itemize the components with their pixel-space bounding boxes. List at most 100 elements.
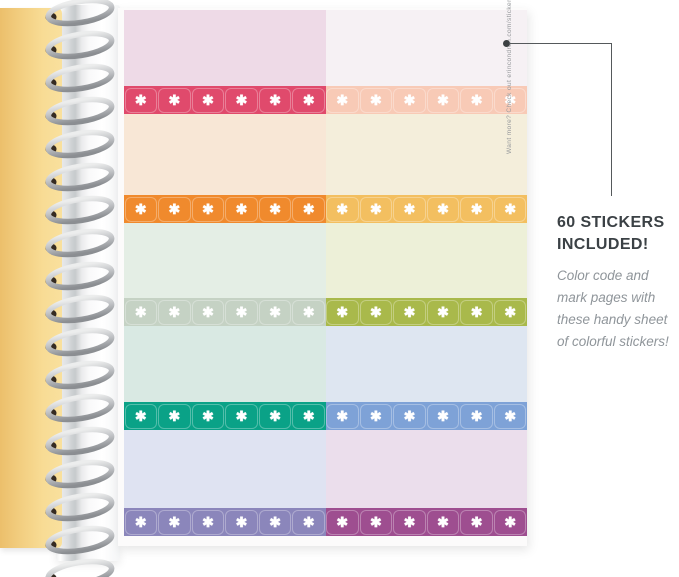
asterisk-icon: ✱	[235, 92, 248, 108]
sticker-tab: ✱	[426, 196, 460, 222]
sticker-tab: ✱	[292, 87, 325, 113]
asterisk-icon: ✱	[235, 514, 248, 530]
asterisk-icon: ✱	[202, 514, 214, 530]
sticker-tab: ✱	[426, 87, 460, 113]
asterisk-icon: ✱	[202, 201, 214, 217]
sticker-tab: ✱	[326, 87, 359, 113]
callout-leader-line-vertical	[610, 42, 612, 196]
sticker-tab: ✱	[292, 403, 325, 429]
asterisk-icon: ✱	[202, 92, 214, 108]
sticker-tab: ✱	[191, 299, 225, 325]
sticker-tab: ✱	[225, 196, 258, 222]
sticker-tab: ✱	[191, 196, 225, 222]
asterisk-icon: ✱	[235, 304, 248, 320]
asterisk-icon: ✱	[470, 514, 483, 530]
sticker-tab: ✱	[326, 299, 359, 325]
sticker-tab: ✱	[158, 299, 191, 325]
callout-heading: 60 STICKERS INCLUDED!	[557, 214, 665, 253]
asterisk-icon: ✱	[504, 201, 517, 217]
sticker-tab: ✱	[124, 196, 158, 222]
asterisk-icon: ✱	[269, 408, 281, 424]
sticker-strip: ✱ ✱ ✱ ✱ ✱ ✱	[325, 86, 527, 114]
sticker-strip: ✱ ✱ ✱ ✱ ✱ ✱	[124, 195, 326, 223]
asterisk-icon: ✱	[302, 201, 315, 217]
asterisk-icon: ✱	[269, 201, 281, 217]
callout-text-block: 60 STICKERS INCLUDED! Color code and mar…	[557, 212, 679, 353]
asterisk-icon: ✱	[370, 514, 382, 530]
asterisk-icon: ✱	[470, 408, 483, 424]
asterisk-icon: ✱	[336, 408, 349, 424]
sticker-tab: ✱	[326, 196, 359, 222]
sticker-sheet-page: ✱ ✱ ✱ ✱ ✱ ✱ ✱ ✱ ✱ ✱ ✱ ✱ ✱ ✱ ✱ ✱ ✱ ✱ ✱ ✱ ✱ ✱ ✱ ✱ ✱ ✱ ✱ ✱ ✱ ✱ ✱ ✱ ✱ ✱ ✱ ✱ ✱ ✱ ✱ ✱…	[118, 8, 527, 546]
asterisk-icon: ✱	[370, 304, 382, 320]
asterisk-icon: ✱	[302, 514, 315, 530]
sticker-tab: ✱	[393, 403, 426, 429]
sticker-row-orange: ✱ ✱ ✱ ✱ ✱ ✱ ✱ ✱ ✱ ✱ ✱ ✱	[124, 114, 527, 223]
asterisk-icon: ✱	[168, 408, 181, 424]
asterisk-icon: ✱	[134, 514, 147, 530]
asterisk-icon: ✱	[168, 514, 181, 530]
asterisk-icon: ✱	[302, 408, 315, 424]
sticker-strip: ✱ ✱ ✱ ✱ ✱ ✱	[325, 195, 527, 223]
sticker-tab: ✱	[493, 196, 527, 222]
asterisk-icon: ✱	[269, 304, 281, 320]
asterisk-icon: ✱	[336, 514, 349, 530]
sticker-tab: ✱	[124, 299, 158, 325]
sticker-tab: ✱	[225, 299, 258, 325]
asterisk-icon: ✱	[235, 201, 248, 217]
sticker-tab: ✱	[258, 87, 292, 113]
sticker-strip: ✱ ✱ ✱ ✱ ✱ ✱	[325, 402, 527, 430]
sticker-tab: ✱	[258, 196, 292, 222]
asterisk-icon: ✱	[302, 92, 315, 108]
sticker-tab: ✱	[292, 509, 325, 535]
sticker-tab: ✱	[460, 196, 493, 222]
spiral-binding-coils	[45, 0, 115, 577]
pastel-area	[124, 326, 326, 402]
sticker-row-teal-blue: ✱ ✱ ✱ ✱ ✱ ✱ ✱ ✱ ✱ ✱ ✱ ✱	[124, 326, 527, 430]
sticker-tab: ✱	[460, 403, 493, 429]
asterisk-icon: ✱	[437, 92, 449, 108]
sticker-tab: ✱	[191, 509, 225, 535]
asterisk-icon: ✱	[336, 201, 349, 217]
asterisk-icon: ✱	[403, 514, 416, 530]
sticker-tab: ✱	[292, 196, 325, 222]
asterisk-icon: ✱	[504, 92, 517, 108]
sticker-tab: ✱	[158, 87, 191, 113]
sticker-tab: ✱	[426, 299, 460, 325]
sticker-tab: ✱	[258, 509, 292, 535]
asterisk-icon: ✱	[504, 304, 517, 320]
sticker-tab: ✱	[493, 299, 527, 325]
asterisk-icon: ✱	[269, 92, 281, 108]
asterisk-icon: ✱	[269, 514, 281, 530]
sticker-rows: ✱ ✱ ✱ ✱ ✱ ✱ ✱ ✱ ✱ ✱ ✱ ✱ ✱ ✱ ✱ ✱ ✱ ✱ ✱ ✱ ✱ ✱ ✱ ✱ ✱ ✱ ✱ ✱ ✱ ✱ ✱ ✱ ✱ ✱ ✱ ✱ ✱ ✱ ✱ ✱…	[124, 10, 527, 536]
asterisk-icon: ✱	[302, 304, 315, 320]
asterisk-icon: ✱	[470, 201, 483, 217]
sticker-tab: ✱	[158, 403, 191, 429]
asterisk-icon: ✱	[134, 408, 147, 424]
asterisk-icon: ✱	[336, 304, 349, 320]
sticker-tab: ✱	[158, 196, 191, 222]
asterisk-icon: ✱	[235, 408, 248, 424]
sticker-tab: ✱	[191, 403, 225, 429]
asterisk-icon: ✱	[504, 408, 517, 424]
asterisk-icon: ✱	[437, 514, 449, 530]
sticker-tab: ✱	[426, 509, 460, 535]
sticker-tab: ✱	[393, 87, 426, 113]
sticker-tab: ✱	[124, 403, 158, 429]
asterisk-icon: ✱	[403, 408, 416, 424]
pastel-area	[325, 223, 527, 298]
sticker-tab: ✱	[158, 509, 191, 535]
asterisk-icon: ✱	[470, 92, 483, 108]
asterisk-icon: ✱	[202, 408, 214, 424]
sticker-tab: ✱	[326, 403, 359, 429]
sticker-tab: ✱	[460, 509, 493, 535]
asterisk-icon: ✱	[168, 92, 181, 108]
sticker-tab: ✱	[393, 196, 426, 222]
sticker-strip: ✱ ✱ ✱ ✱ ✱ ✱	[124, 508, 326, 536]
pastel-area	[124, 430, 326, 508]
pastel-area	[325, 326, 527, 402]
sticker-tab: ✱	[393, 509, 426, 535]
sticker-row-green: ✱ ✱ ✱ ✱ ✱ ✱ ✱ ✱ ✱ ✱ ✱ ✱	[124, 223, 527, 326]
sticker-tab: ✱	[393, 299, 426, 325]
pastel-area	[325, 430, 527, 508]
